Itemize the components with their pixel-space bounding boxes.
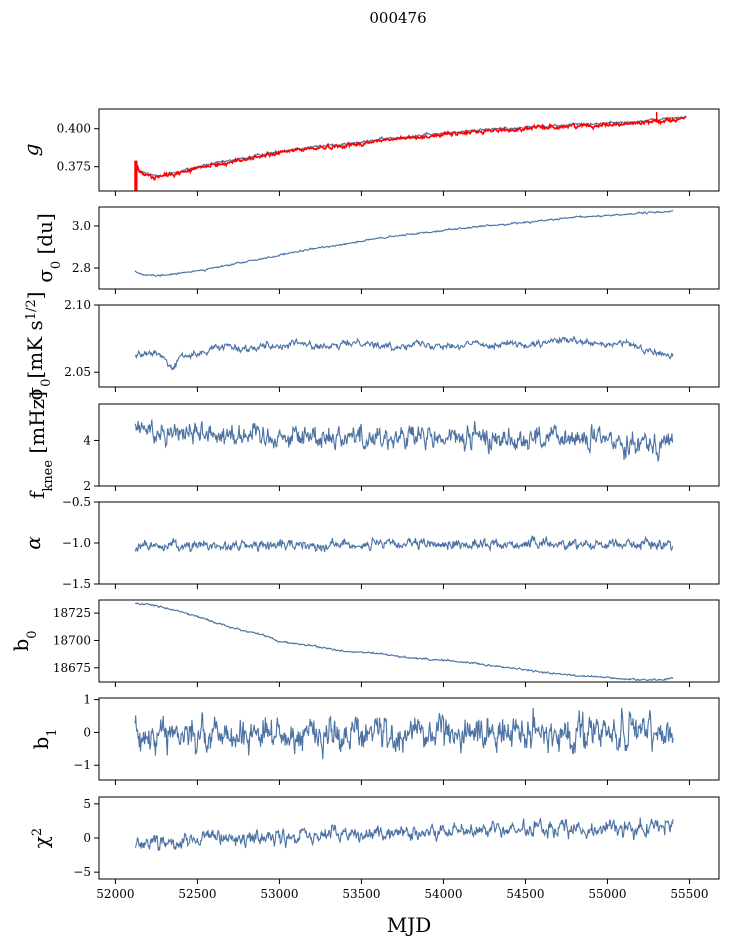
series-line-b1-0	[134, 707, 674, 760]
ytick-label-b1-1: 0	[83, 725, 91, 739]
ytick-label-b1-2: 1	[83, 693, 91, 707]
ytick-label-b0-2: 18725	[53, 606, 91, 620]
panel-sigma0_mk: 2.05 2.10 σ0[mK s1/2]	[23, 291, 720, 401]
ytick-label-fknee-0: 2	[83, 479, 91, 493]
ytick-label-b1-0: −1	[73, 758, 91, 772]
ytick-label-sigma0_du-0: 2.8	[72, 261, 91, 275]
xtick-label-0: 52000	[96, 887, 134, 901]
series-line-b0-0	[134, 602, 674, 682]
xtick-label-2: 53000	[260, 887, 298, 901]
panel-alpha: −1.5 −1.0 −0.5 α	[21, 495, 720, 591]
ylabel-g: g	[19, 144, 43, 157]
ytick-label-g-0: 0.375	[57, 160, 91, 174]
x-axis-label: MJD	[387, 913, 432, 937]
ytick-label-sigma0_du-1: 3.0	[72, 219, 91, 233]
ytick-label-b0-1: 18700	[53, 633, 91, 647]
panel-sigma0_du: 2.8 3.0 σ0 [du]	[33, 206, 720, 294]
series-line-alpha-0	[134, 535, 674, 553]
ytick-label-chi2-1: 0	[83, 831, 91, 845]
ytick-label-sigma0_mk-0: 2.05	[64, 365, 91, 379]
xtick-label-5: 54500	[506, 887, 544, 901]
ylabel-b0: b0	[9, 630, 40, 651]
ylabel-fknee: fknee [mHz]	[25, 391, 56, 499]
series-line-fknee-0	[134, 419, 674, 462]
xtick-label-7: 55500	[670, 887, 708, 901]
panel-g: 0.375 0.400 g	[19, 108, 720, 196]
ytick-label-alpha-1: −1.0	[62, 536, 91, 550]
xtick-label-1: 52500	[178, 887, 216, 901]
ytick-label-alpha-2: −0.5	[62, 495, 91, 509]
series-line-sigma0_mk-0	[134, 336, 674, 371]
ylabel-sigma0_mk: σ0[mK s1/2]	[23, 291, 54, 400]
panel-chi2: −5 0 5 52000 52500 53000 53500 54000 54500 55000 5…	[29, 796, 720, 901]
panel-frame-b0	[98, 599, 720, 683]
panels: 0.375 0.400 g 2.8 3.0 σ0 [du] 2.05 2.10 σ0[mK s1…	[9, 108, 720, 901]
xtick-label-6: 55000	[588, 887, 626, 901]
series-line-g-1	[134, 116, 687, 181]
ytick-label-g-1: 0.400	[57, 122, 91, 136]
panel-frame-sigma0_mk	[98, 304, 720, 388]
panel-b1: −1 0 1 b1	[29, 693, 720, 785]
ytick-label-chi2-2: 5	[83, 797, 91, 811]
ytick-label-sigma0_mk-1: 2.10	[64, 298, 91, 312]
figure-suptitle: 000476	[369, 9, 426, 27]
ytick-label-chi2-0: −5	[73, 865, 91, 879]
xtick-label-4: 54000	[424, 887, 462, 901]
panel-frame-g	[98, 108, 720, 192]
xtick-label-3: 53500	[342, 887, 380, 901]
panel-fknee: 2 4 fknee [mHz]	[25, 391, 720, 499]
ytick-label-alpha-0: −1.5	[62, 577, 91, 591]
panel-frame-fknee	[98, 403, 720, 487]
panel-frame-b1	[98, 697, 720, 781]
ylabel-chi2: χ2	[29, 828, 53, 848]
ylabel-alpha: α	[21, 536, 45, 550]
panel-frame-sigma0_du	[98, 206, 720, 290]
ytick-label-b0-0: 18675	[53, 661, 91, 675]
ytick-label-fknee-1: 4	[83, 433, 91, 447]
panel-b0: 18675 18700 18725 b0	[9, 599, 720, 687]
series-line-sigma0_du-0	[134, 210, 674, 277]
series-line-chi2-0	[135, 817, 674, 851]
ylabel-b1: b1	[29, 728, 60, 749]
ylabel-sigma0_du: σ0 [du]	[33, 213, 64, 283]
